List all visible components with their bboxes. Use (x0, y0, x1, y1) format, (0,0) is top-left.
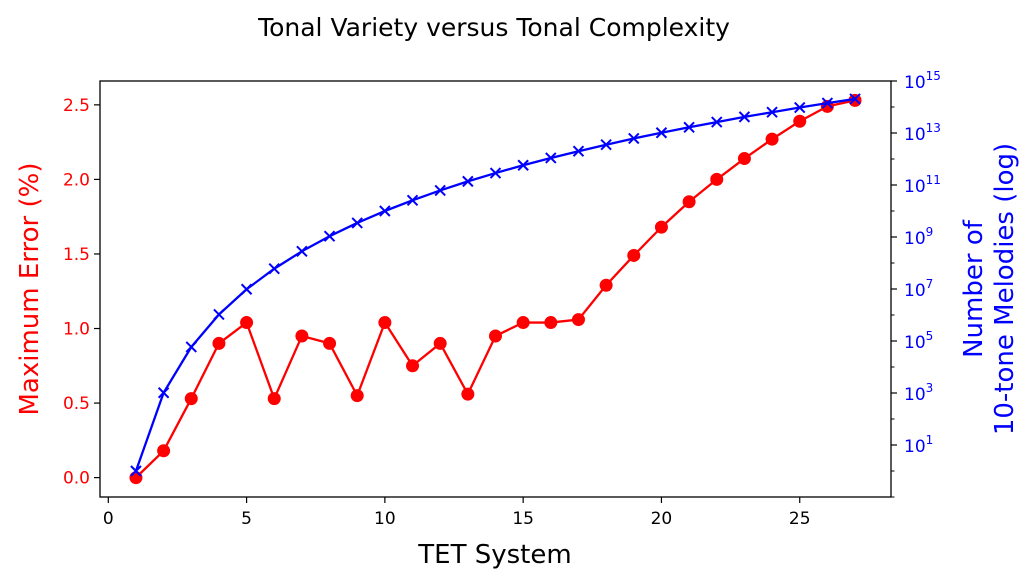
y-right-tick-exponent: 7 (926, 277, 934, 291)
melodies-point (683, 121, 695, 133)
x-tick-label: 10 (374, 509, 396, 529)
y-right-tick-base: 10 (904, 437, 926, 457)
error-point (129, 471, 143, 485)
error-point (240, 316, 254, 330)
error-point (350, 389, 364, 403)
y-right-tick-base: 10 (904, 73, 926, 93)
y-right-tick-exponent: 5 (926, 329, 934, 343)
y-right-tick-exponent: 1 (926, 433, 934, 447)
error-point (627, 248, 641, 262)
melodies-point (545, 152, 557, 164)
error-point (461, 387, 475, 401)
melodies-point (351, 217, 363, 229)
y-right-tick-base: 10 (904, 125, 926, 145)
error-point (599, 278, 613, 292)
x-tick-label: 5 (241, 509, 252, 529)
error-point (433, 336, 447, 350)
y-right-tick-base: 10 (904, 385, 926, 405)
y-axis-left-label: Maximum Error (%) (15, 162, 45, 415)
error-point (267, 392, 281, 406)
y-left-tick-label: 2.5 (63, 96, 90, 116)
y-right-tick-label: 1013 (904, 121, 941, 145)
y-right-tick-label: 107 (904, 277, 933, 301)
error-point (793, 114, 807, 128)
error-point (295, 329, 309, 343)
melodies-point (406, 194, 419, 207)
melodies-point (628, 132, 640, 145)
error-point (406, 359, 420, 373)
x-tick-label: 20 (651, 509, 673, 529)
error-point (544, 316, 558, 330)
plot-area (129, 93, 862, 485)
error-point (571, 313, 585, 327)
y-left-tick-label: 1.5 (63, 245, 90, 265)
melodies-point (794, 101, 806, 114)
melodies-point (185, 341, 197, 353)
y-right-tick-exponent: 9 (926, 225, 934, 239)
y-right-tick-exponent: 15 (926, 69, 941, 83)
melodies-point (434, 184, 446, 197)
error-point (654, 220, 668, 234)
x-tick-label: 0 (103, 509, 114, 529)
y-left-tick-label: 0.0 (63, 469, 90, 489)
y-right-tick-label: 1011 (904, 173, 941, 197)
melodies-point (655, 127, 668, 139)
melodies-point (711, 116, 723, 128)
error-point (157, 444, 171, 458)
chart-title: Tonal Variety versus Tonal Complexity (257, 13, 730, 42)
y-right-tick-label: 1015 (904, 69, 941, 93)
y-right-tick-base: 10 (904, 177, 926, 197)
error-point (710, 172, 724, 186)
melodies-point (849, 93, 861, 105)
melodies-point (489, 167, 502, 179)
error-point (765, 132, 779, 146)
y-right-tick-base: 10 (904, 281, 926, 301)
y-right-tick-label: 103 (904, 381, 933, 405)
error-point (516, 316, 530, 330)
y-right-tick-base: 10 (904, 229, 926, 249)
error-point (737, 152, 751, 166)
melodies-point (600, 138, 612, 151)
y-right-tick-base: 10 (904, 333, 926, 353)
melodies-point (130, 465, 142, 477)
melodies-point (821, 97, 834, 109)
y-left-tick-label: 0.5 (63, 394, 90, 414)
error-point (323, 336, 337, 350)
y-right-tick-label: 101 (904, 433, 933, 457)
y-axis-right-label-line1: Number of (959, 219, 989, 358)
y-right-tick-exponent: 13 (926, 121, 941, 135)
y-left-tick-label: 1.0 (63, 320, 90, 340)
melodies-point (213, 308, 225, 321)
melodies-point (157, 387, 170, 399)
melodies-point (268, 263, 280, 275)
x-axis-label: TET System (417, 540, 571, 570)
y-axis-left: 0.0 0.5 1.0 1.5 2.0 2.5 (63, 96, 100, 489)
melodies-point (738, 111, 751, 123)
melodies-point (240, 283, 253, 295)
x-tick-label: 25 (789, 509, 811, 529)
y-right-tick-exponent: 11 (926, 173, 941, 187)
y-right-tick-label: 105 (904, 329, 933, 353)
y-axis-right-label-line2: 10-tone Melodies (log) (990, 143, 1020, 435)
melodies-point (462, 175, 474, 188)
error-point (489, 329, 502, 343)
x-axis: 0 5 10 15 20 25 (103, 497, 811, 529)
error-point (378, 316, 392, 330)
melodies-point (572, 145, 585, 157)
y-right-tick-exponent: 3 (926, 381, 934, 395)
y-right-tick-label: 109 (904, 225, 933, 249)
melodies-point (296, 245, 308, 258)
melodies-point (379, 205, 391, 217)
melodies-point (323, 230, 336, 242)
x-tick-label: 15 (512, 509, 534, 529)
error-point (212, 336, 226, 350)
melodies-point (517, 159, 529, 171)
error-point (682, 195, 696, 209)
error-point (184, 392, 198, 406)
y-left-tick-label: 2.0 (63, 170, 90, 190)
melodies-point (766, 106, 778, 118)
